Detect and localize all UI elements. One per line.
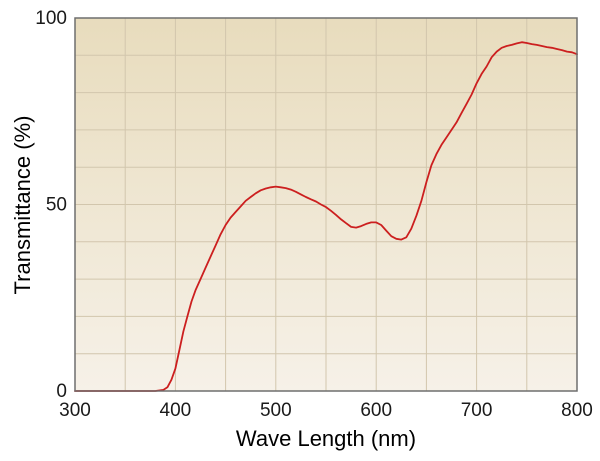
gridlines	[75, 18, 577, 391]
plot-frame	[74, 17, 578, 392]
tick-labels: 300 400 500 600 700 800 0 50 100	[35, 8, 593, 421]
x-tick-label: 700	[461, 400, 493, 421]
y-tick-label: 0	[56, 381, 67, 402]
x-tick-label: 300	[59, 400, 91, 421]
x-tick-label: 400	[160, 400, 192, 421]
x-axis-title: Wave Length (nm)	[236, 426, 416, 451]
y-tick-label: 50	[46, 195, 67, 216]
x-tick-label: 600	[360, 400, 392, 421]
x-tick-label: 500	[260, 400, 292, 421]
x-tick-label: 800	[561, 400, 593, 421]
y-axis-title: Transmittance (%)	[10, 116, 35, 295]
y-tick-label: 100	[35, 8, 67, 29]
transmittance-series-line	[74, 41, 578, 392]
